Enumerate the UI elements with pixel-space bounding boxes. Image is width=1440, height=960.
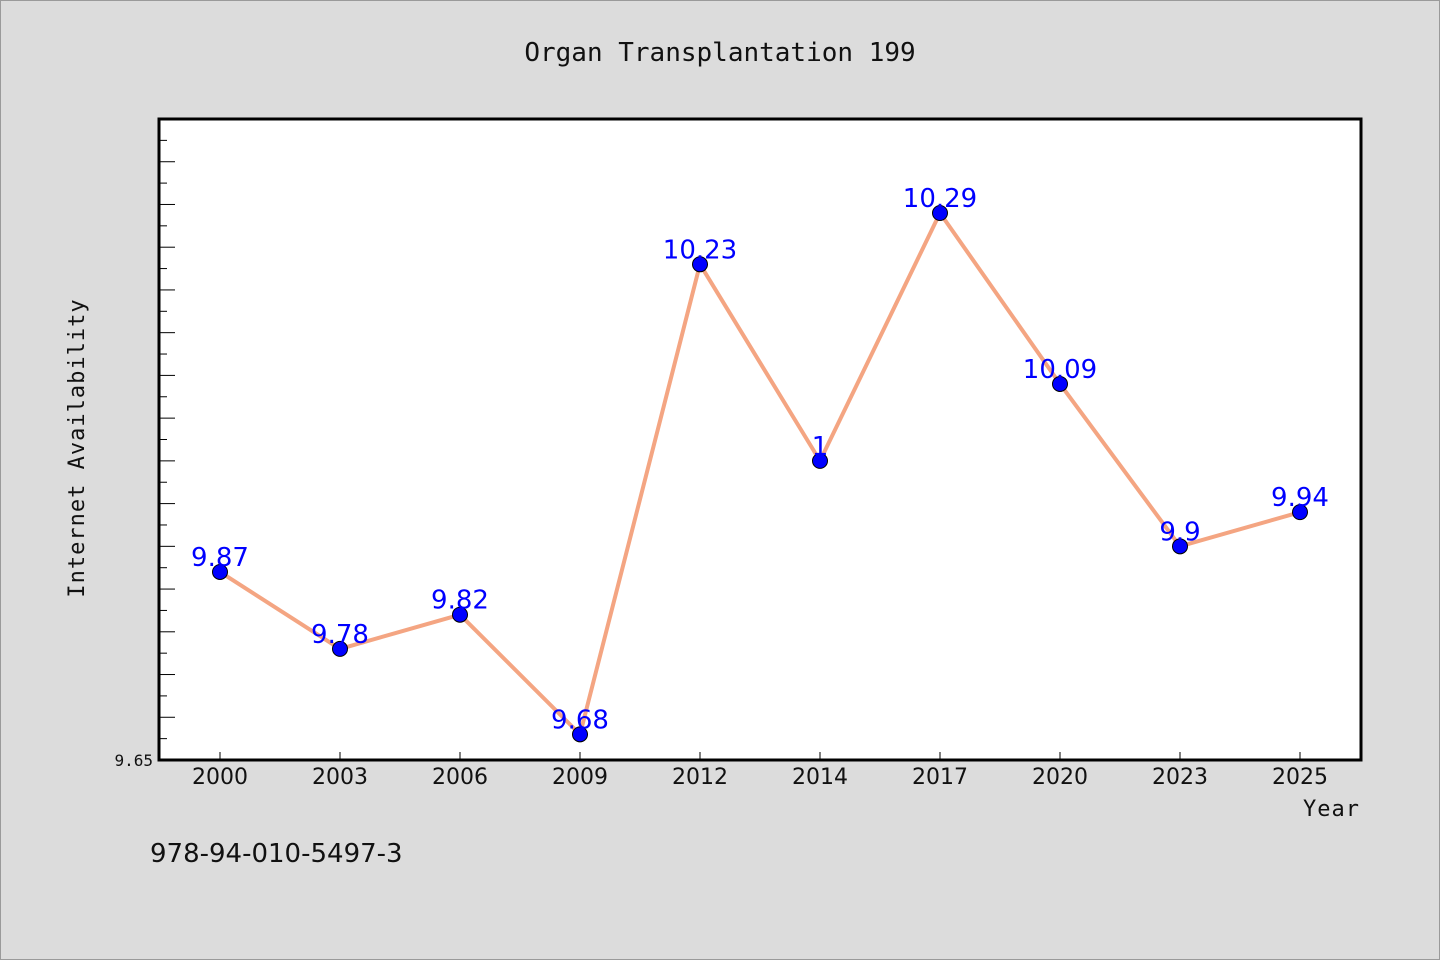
plot-area [157, 117, 1363, 762]
data-label: 9.78 [311, 620, 369, 650]
x-tick-label: 2023 [1152, 765, 1208, 790]
data-label: 9.9 [1159, 517, 1200, 547]
data-point [1292, 504, 1308, 521]
data-label: 1 [812, 432, 829, 462]
x-tick-label: 2014 [792, 765, 848, 790]
x-tick-label: 2003 [312, 765, 368, 790]
x-tick-label: 2006 [432, 765, 488, 790]
x-tick-label: 2017 [912, 765, 968, 790]
footnote: 978-94-010-5497-3 [150, 839, 403, 869]
x-tick-label: 2000 [192, 765, 248, 790]
series-layer: 9.87 9.78 9.82 9.68 10.23 1 10.29 10.09 9.9 9.94 [191, 184, 1329, 743]
x-axis-label: Year [1303, 797, 1360, 822]
data-label: 9.87 [191, 543, 249, 573]
y-tick-label: 9.65 [114, 751, 153, 770]
data-point [812, 452, 828, 469]
data-label: 9.94 [1271, 483, 1329, 513]
y-axis-label: Internet Availability [65, 298, 90, 597]
x-tick-label: 2020 [1032, 765, 1088, 790]
data-label: 9.82 [431, 586, 489, 616]
x-tick-label: 2009 [552, 765, 608, 790]
data-label: 9.68 [551, 705, 609, 735]
x-axis-ticks: 2000 2003 2006 2009 2012 2014 2017 2020 2023 2025 [192, 752, 1328, 790]
data-point [212, 563, 228, 580]
x-tick-label: 2012 [672, 765, 728, 790]
series-line [218, 211, 1301, 737]
data-label: 10.29 [903, 184, 977, 214]
data-label: 10.09 [1023, 355, 1097, 385]
data-point [572, 726, 588, 743]
data-point [452, 606, 468, 623]
data-point [1172, 538, 1188, 555]
data-point [932, 205, 948, 222]
data-point [332, 640, 348, 657]
data-label: 10.23 [663, 235, 737, 265]
x-tick-label: 2025 [1272, 765, 1328, 790]
data-point [692, 256, 708, 273]
data-point [1052, 375, 1068, 392]
chart-title: Organ Transplantation 199 [524, 38, 915, 68]
y-axis-ticks: 9.65 [114, 139, 175, 770]
